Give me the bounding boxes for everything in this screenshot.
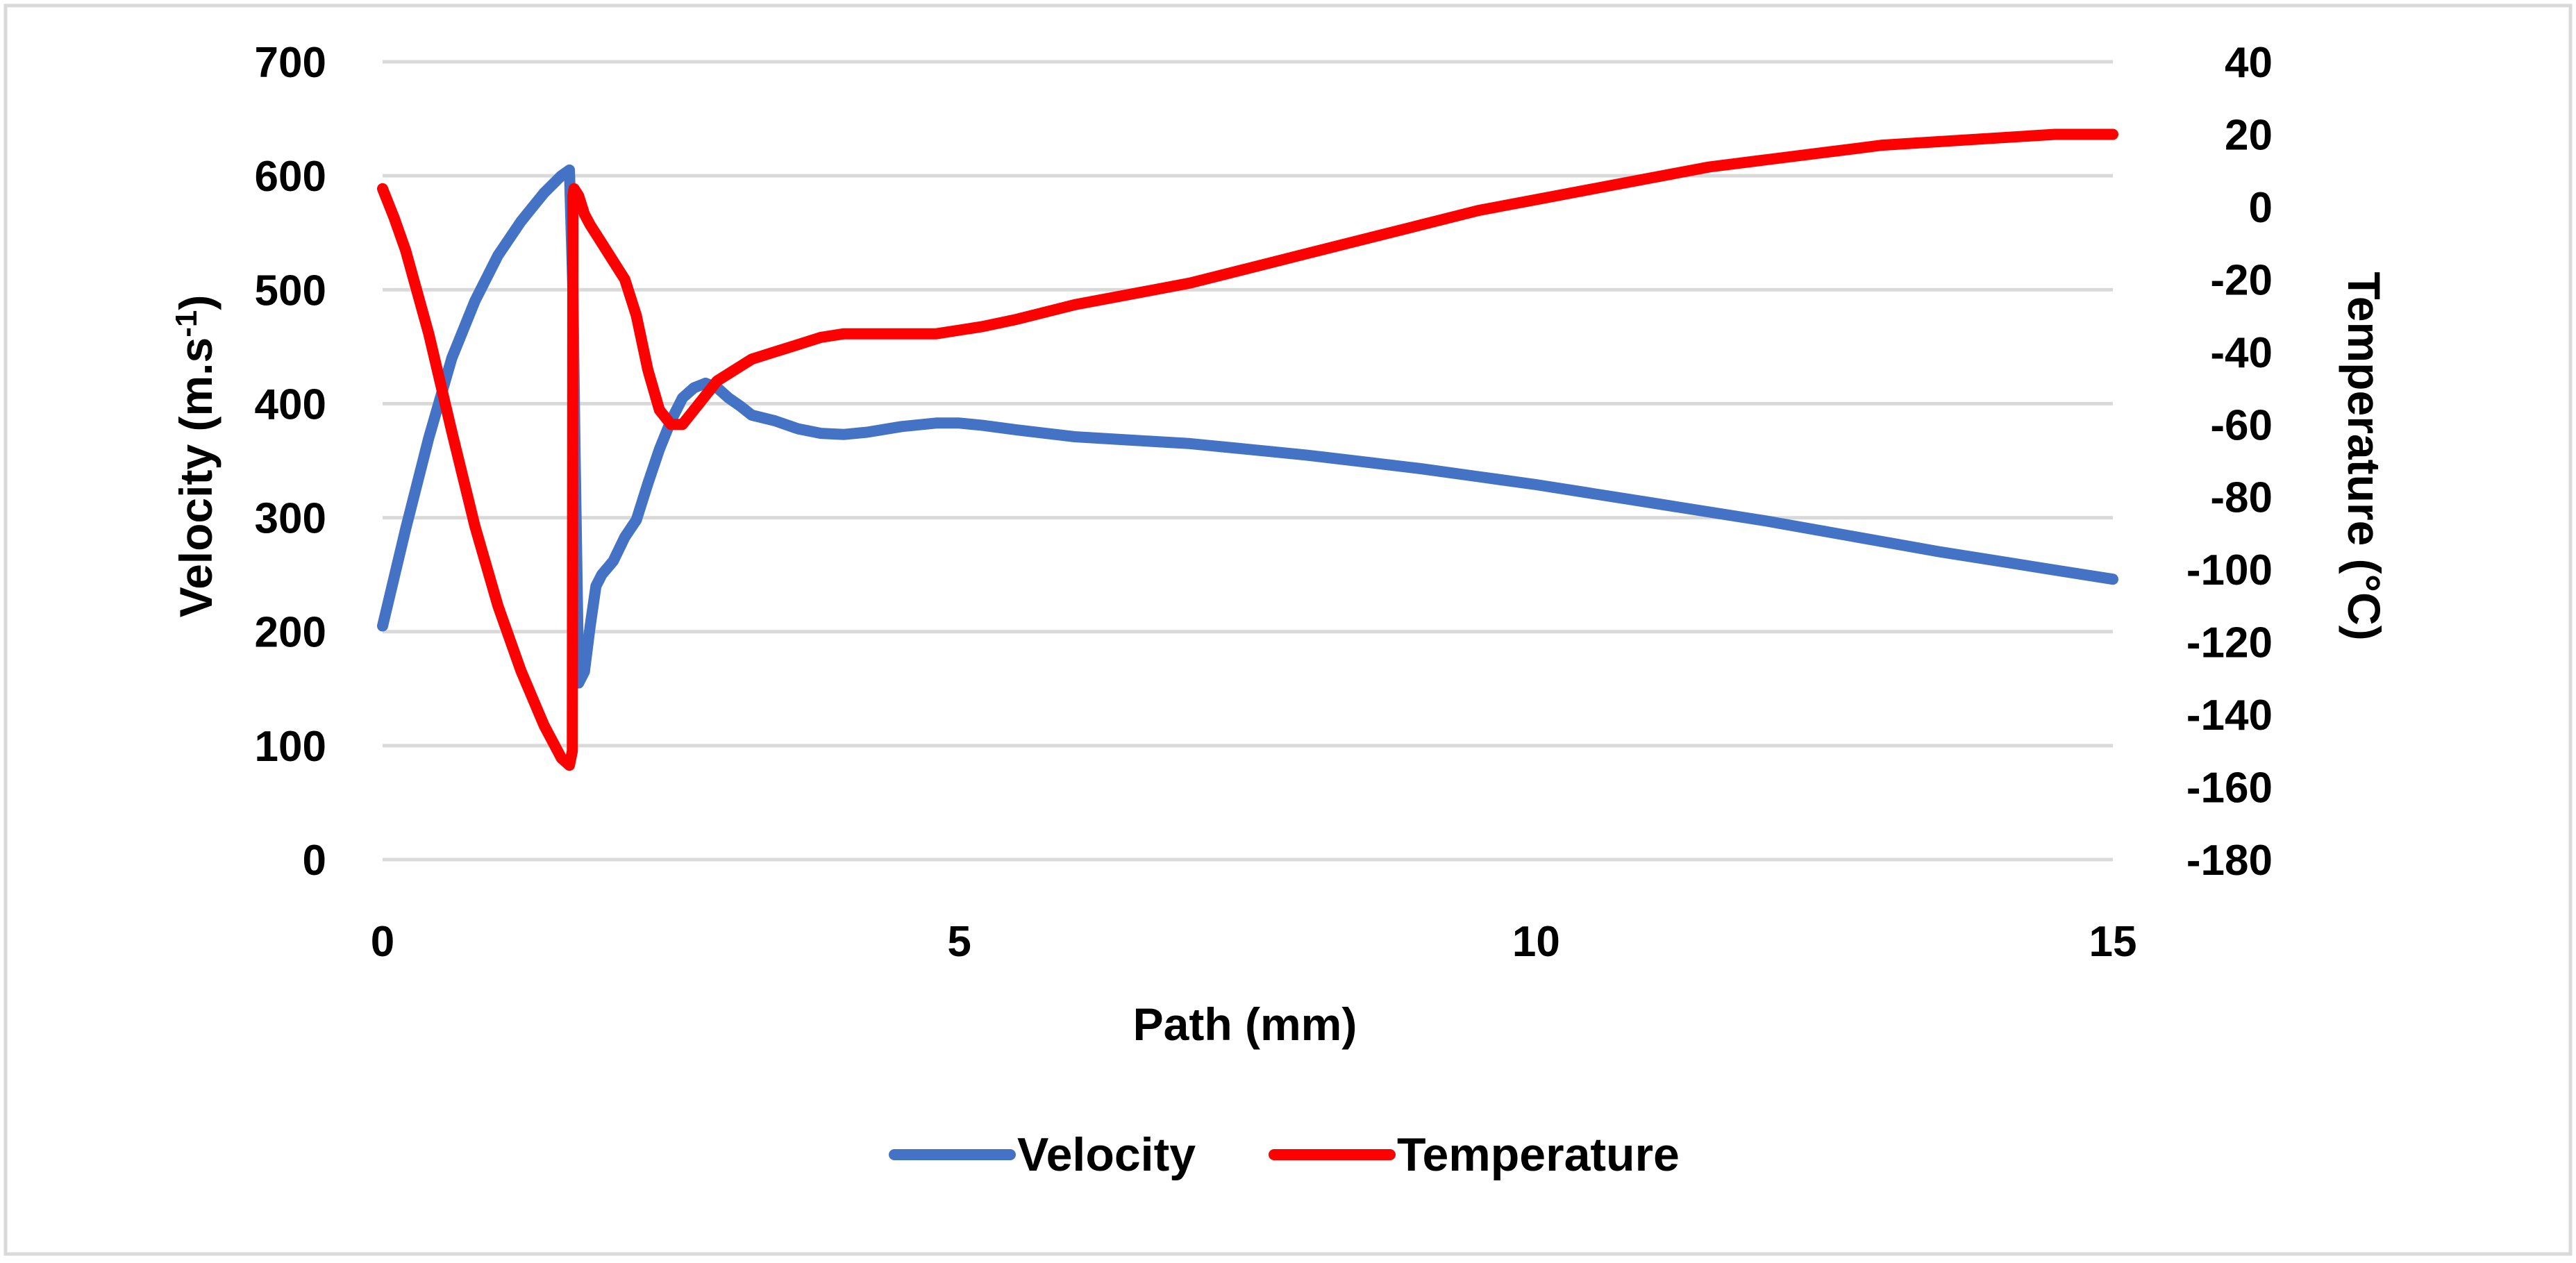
y-right-tick-label: -20 (2210, 256, 2273, 304)
x-axis-title: Path (mm) (1133, 998, 1357, 1050)
x-tick-label: 5 (947, 918, 971, 966)
y-right-tick-label: -180 (2186, 837, 2273, 885)
y-right-tick-label: -40 (2210, 329, 2273, 377)
y-right-tick-label: -80 (2210, 474, 2273, 522)
y-right-tick-label: 20 (2225, 111, 2273, 159)
y-right-tick-label: -160 (2186, 764, 2273, 812)
series-layer (377, 128, 2118, 771)
y-right-tick-label: 0 (2249, 184, 2273, 232)
y-axis-left-title-superscript: -1 (169, 310, 203, 337)
y-right-tick-label: -60 (2210, 401, 2273, 449)
y-left-tick-label: 700 (255, 39, 326, 87)
y-axis-left-title-close: ) (170, 295, 221, 310)
legend-velocity-label: Velocity (1017, 1128, 1196, 1181)
y-right-tick-label: -140 (2186, 692, 2273, 739)
chart-border (3, 3, 2573, 1256)
y-left-tick-label: 400 (255, 380, 326, 428)
y-right-tick-label: -100 (2186, 546, 2273, 594)
y-left-tick-label: 500 (255, 267, 326, 315)
y-left-tick-label: 300 (255, 495, 326, 543)
tick-labels: 0100200300400500600700-180-160-140-120-1… (255, 39, 2273, 966)
legend: Velocity Temperature (889, 1128, 1680, 1181)
y-axis-left-title: Velocity (m.s-1) (169, 295, 221, 618)
y-axis-right-title: Temperature (°C) (2339, 271, 2390, 640)
x-tick-label: 15 (2089, 918, 2137, 966)
y-left-tick-label: 100 (255, 723, 326, 771)
y-right-tick-label: 40 (2225, 39, 2273, 87)
y-axis-left-title-main: Velocity (m.s (170, 337, 221, 618)
gridlines (383, 60, 2113, 862)
x-tick-label: 10 (1512, 918, 1560, 966)
y-left-tick-label: 0 (303, 837, 326, 885)
series-line-temperature (377, 128, 2118, 771)
y-left-tick-label: 200 (255, 609, 326, 657)
legend-temperature-label: Temperature (1397, 1128, 1680, 1181)
x-tick-label: 0 (371, 918, 394, 966)
y-left-tick-label: 600 (255, 153, 326, 201)
y-right-tick-label: -120 (2186, 619, 2273, 667)
